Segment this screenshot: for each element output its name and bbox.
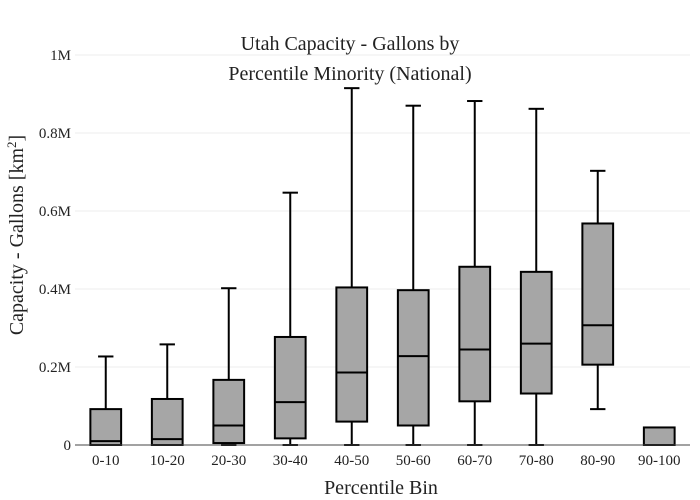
y-tick-label: 0.8M: [39, 126, 71, 142]
x-tick-label: 10-20: [150, 453, 185, 469]
box-30-40: [273, 191, 307, 446]
box-40-50: [335, 87, 369, 446]
y-tick-label: 1M: [50, 48, 71, 64]
y-tick-labels: 0 0.2M 0.4M 0.6M 0.8M 1M: [39, 48, 71, 454]
box-50-60: [396, 104, 430, 446]
x-tick-label: 40-50: [334, 453, 369, 469]
x-axis-label: Percentile Bin: [324, 477, 438, 499]
y-tick-label: 0.2M: [39, 360, 71, 376]
box-iqr: [335, 286, 369, 423]
box-60-70: [458, 100, 492, 446]
box-iqr: [519, 270, 553, 395]
y-tick-label: 0.4M: [39, 282, 71, 298]
x-tick-label: 60-70: [457, 453, 492, 469]
y-tick-label: 0: [64, 438, 72, 454]
y-tick-label: 0.6M: [39, 204, 71, 220]
x-tick-label: 30-40: [273, 453, 308, 469]
box-iqr: [642, 426, 676, 447]
y-axis-label-main: Capacity - Gallons [km: [6, 148, 28, 336]
box-iqr: [150, 397, 184, 447]
box-iqr: [396, 289, 430, 427]
y-axis-label-end: ]: [6, 135, 28, 142]
box-10-20: [150, 343, 184, 447]
box-20-30: [212, 287, 246, 446]
x-tick-label: 50-60: [396, 453, 431, 469]
x-tick-label: 90-100: [638, 453, 681, 469]
box-0-10: [89, 355, 123, 446]
box-80-90: [581, 169, 615, 411]
boxes: [89, 87, 676, 447]
x-tick-label: 70-80: [519, 453, 554, 469]
chart-title-line-2: Percentile Minority (National): [228, 63, 471, 85]
chart-title-line-1: Utah Capacity - Gallons by: [241, 33, 460, 55]
x-tick-label: 80-90: [580, 453, 615, 469]
box-iqr: [212, 378, 246, 445]
y-axis-label: Capacity - Gallons [km2]: [4, 135, 29, 335]
y-axis-label-superscript: 2: [4, 141, 19, 148]
box-iqr: [458, 265, 492, 403]
box-iqr: [89, 408, 123, 446]
box-iqr: [273, 335, 307, 440]
box-iqr: [581, 222, 615, 366]
x-tick-label: 0-10: [92, 453, 120, 469]
x-tick-labels: 0-10 10-20 20-30 30-40 40-50 50-60 60-70 70-80 8…: [92, 453, 681, 469]
box-90-100: [642, 426, 676, 447]
box-70-80: [519, 107, 553, 446]
x-tick-label: 20-30: [211, 453, 246, 469]
